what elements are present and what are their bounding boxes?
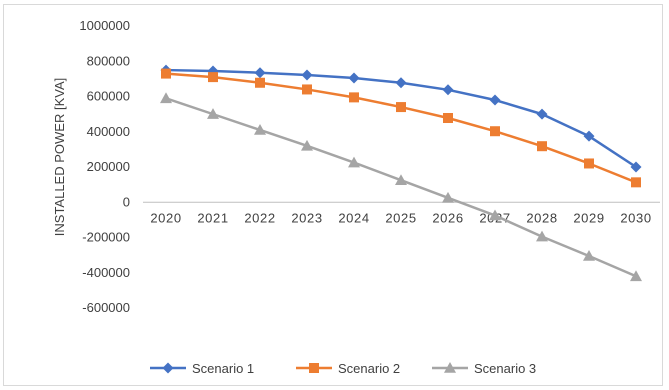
chart-frame (3, 4, 663, 386)
legend-label: Scenario 1 (192, 361, 254, 376)
x-tick-label: 2030 (620, 210, 651, 225)
y-axis-label: INSTALLED POWER [KVA] (52, 78, 67, 236)
y-tick-label: 200000 (87, 159, 130, 174)
y-tick-label: 600000 (87, 89, 130, 104)
y-tick-label: 1000000 (79, 18, 130, 33)
series-layer (160, 64, 642, 282)
legend-item: Scenario 3 (432, 361, 536, 376)
legend-label: Scenario 3 (474, 361, 536, 376)
data-point (583, 130, 595, 142)
data-point (395, 174, 407, 186)
legend-marker (444, 362, 456, 373)
x-tick-label: 2025 (385, 210, 416, 225)
y-axis-ticks: 1000000 800000 600000 400000 200000 0 -200000 -… (79, 18, 130, 315)
x-tick-label: 2026 (432, 210, 463, 225)
data-point (442, 84, 454, 96)
data-point (442, 191, 454, 203)
data-point (301, 139, 313, 151)
x-tick-label: 2023 (291, 210, 322, 225)
data-point (396, 102, 406, 113)
y-tick-label: 0 (123, 194, 130, 209)
y-tick-label: -200000 (82, 230, 130, 245)
data-point (536, 230, 548, 242)
x-axis-ticks: 2020202120222023202420252026202720282029… (150, 210, 651, 225)
y-tick-label: 400000 (87, 124, 130, 139)
data-point (161, 68, 171, 79)
data-point (490, 126, 500, 137)
data-point (489, 209, 501, 221)
x-tick-label: 2024 (338, 210, 369, 225)
series-3 (160, 92, 642, 282)
data-point (301, 69, 313, 81)
data-point (348, 156, 360, 168)
data-point (208, 72, 218, 83)
legend-item: Scenario 1 (150, 361, 254, 376)
data-point (349, 92, 359, 103)
data-point (160, 92, 172, 104)
data-point (489, 94, 501, 106)
y-tick-label: -600000 (82, 300, 130, 315)
data-point (631, 177, 641, 188)
data-point (630, 270, 642, 282)
data-point (630, 161, 642, 173)
data-point (443, 113, 453, 124)
data-point (584, 158, 594, 169)
x-tick-label: 2029 (573, 210, 604, 225)
x-tick-label: 2020 (150, 210, 181, 225)
data-point (348, 72, 360, 84)
data-point (536, 108, 548, 120)
x-tick-label: 2028 (526, 210, 557, 225)
data-point (395, 77, 407, 89)
y-tick-label: -400000 (82, 265, 130, 280)
data-point (302, 84, 312, 95)
data-point (207, 108, 219, 119)
series-line (165, 72, 637, 184)
legend-marker (309, 363, 319, 373)
series-2 (161, 68, 641, 188)
data-point (255, 77, 265, 88)
data-point (583, 250, 595, 261)
legend-label: Scenario 2 (338, 361, 400, 376)
x-tick-label: 2022 (244, 210, 275, 225)
x-tick-label: 2021 (197, 210, 228, 225)
data-point (254, 67, 266, 79)
legend: Scenario 1 Scenario 2 Scenario 3 (150, 361, 536, 376)
y-tick-label: 800000 (87, 53, 130, 68)
data-point (254, 123, 266, 135)
legend-marker (162, 362, 174, 374)
data-point (537, 141, 547, 152)
legend-item: Scenario 2 (296, 361, 400, 376)
